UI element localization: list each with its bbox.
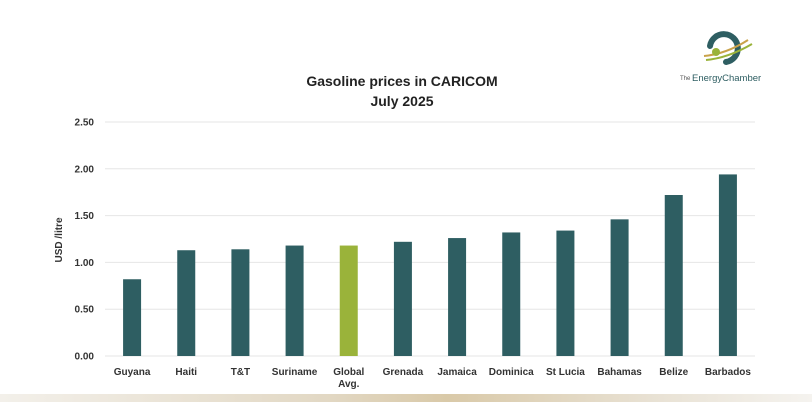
gridlines	[105, 121, 755, 357]
bar-bahamas	[610, 219, 629, 356]
x-category-label: Dominica	[489, 367, 534, 378]
y-tick-label: 1.00	[75, 258, 95, 269]
y-axis-ticks: 0.00 0.50 1.00 1.50 2.00 2.50	[75, 118, 95, 363]
chart-subtitle: July 2025	[370, 93, 433, 109]
x-category-label-line: Suriname	[272, 367, 318, 378]
x-category-label: Jamaica	[437, 367, 477, 378]
x-category-label-line: Jamaica	[437, 367, 477, 378]
logo-swoosh-icon	[707, 31, 741, 65]
y-tick-label: 1.50	[75, 211, 95, 222]
x-category-label: Global Avg.	[333, 367, 364, 390]
x-category-label: Haiti	[175, 367, 197, 378]
x-category-label-line: Grenada	[383, 367, 424, 378]
y-tick-label: 2.50	[75, 118, 95, 129]
y-tick-label: 0.00	[75, 352, 95, 363]
bar-suriname	[285, 245, 304, 356]
bar-belize	[664, 195, 683, 356]
bar-haiti	[177, 250, 196, 356]
y-tick-label: 2.00	[75, 164, 95, 175]
logo-name: EnergyChamber	[692, 73, 761, 84]
x-category-label: Barbados	[705, 367, 752, 378]
x-category-label: St Lucia	[546, 367, 585, 378]
x-category-label-line: Global	[333, 367, 364, 378]
x-category-label-line: Dominica	[489, 367, 534, 378]
bar-t-t	[231, 249, 250, 356]
x-category-label-line: Barbados	[705, 367, 752, 378]
bar-guyana	[123, 279, 142, 356]
bottom-decorative-band	[0, 394, 812, 402]
logo-prefix: The	[680, 76, 691, 82]
x-axis-labels: Guyana Haiti T&T Suriname Global Avg. Grenada J…	[114, 367, 752, 390]
x-category-label-line: T&T	[231, 367, 250, 378]
chart-title: Gasoline prices in CARICOM	[306, 73, 497, 89]
x-category-label-line: Guyana	[114, 367, 151, 378]
bar-global-avg-	[339, 245, 358, 356]
logo-accent-icon	[703, 39, 749, 57]
bars	[123, 174, 737, 356]
x-category-label: Guyana	[114, 367, 151, 378]
bar-dominica	[502, 232, 521, 356]
bar-barbados	[718, 174, 737, 356]
x-category-label-line: Bahamas	[597, 367, 642, 378]
x-category-label: T&T	[231, 367, 250, 378]
bar-jamaica	[448, 238, 467, 356]
x-category-label-line: St Lucia	[546, 367, 585, 378]
x-category-label: Grenada	[383, 367, 424, 378]
x-category-label: Suriname	[272, 367, 318, 378]
x-category-label-line: Avg.	[338, 379, 360, 390]
y-axis-label: USD /litre	[54, 217, 65, 262]
x-category-label: Belize	[659, 367, 688, 378]
bar-st-lucia	[556, 230, 575, 356]
x-category-label: Bahamas	[597, 367, 642, 378]
energy-chamber-logo: The EnergyChamber	[680, 31, 761, 84]
x-category-label-line: Haiti	[175, 367, 197, 378]
y-tick-label: 0.50	[75, 305, 95, 316]
bar-grenada	[393, 241, 412, 356]
x-category-label-line: Belize	[659, 367, 688, 378]
